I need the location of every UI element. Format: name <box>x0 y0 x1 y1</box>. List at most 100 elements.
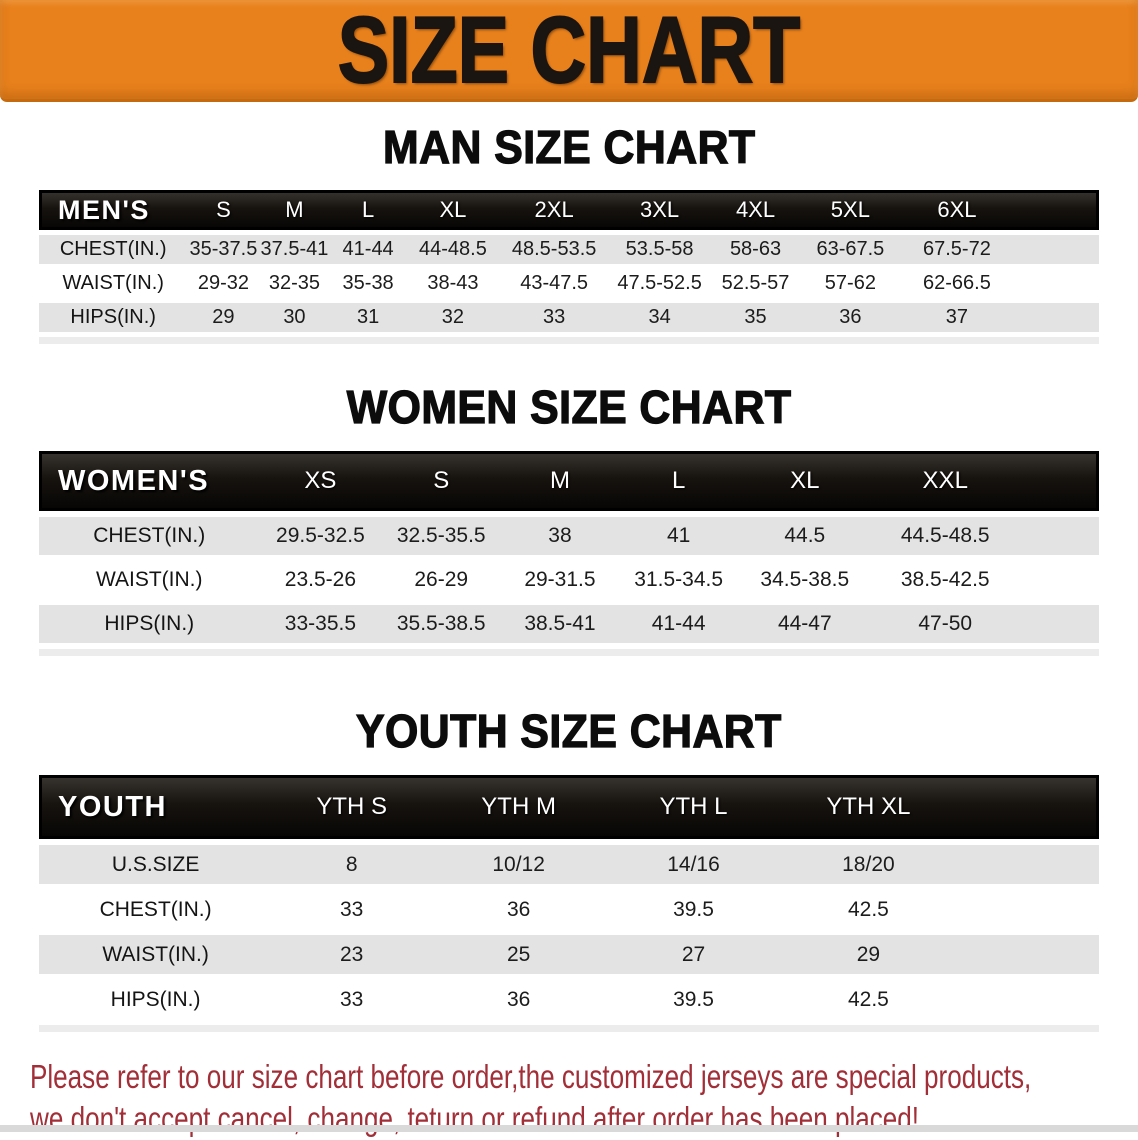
measurement-cell: 33-35.5 <box>284 612 357 635</box>
size-column-header: XL <box>406 190 500 230</box>
spacer-cell <box>956 980 1099 1019</box>
measurement-cell: 44.5 <box>784 524 826 547</box>
measurement-cell: 39.5 <box>673 987 714 1011</box>
size-column-header: YTH XL <box>780 775 956 839</box>
measurement-row: U.S.SIZE 8 10/12 14/16 18/20 <box>39 845 1099 884</box>
measurement-cell: 31.5-34.5 <box>634 568 724 591</box>
measurement-cell: 33 <box>340 987 364 1011</box>
measurement-cell: 35-38 <box>342 272 394 294</box>
measurement-cell: 41-44 <box>342 238 394 260</box>
row-label: HIPS(IN.) <box>70 306 156 328</box>
measurement-cell: 63-67.5 <box>816 238 885 260</box>
measurement-cell: 48.5-53.5 <box>511 238 597 260</box>
bottom-strip <box>0 1125 1138 1132</box>
measurement-cell: 29 <box>856 942 881 966</box>
banner: SIZE CHART <box>0 0 1138 102</box>
measurement-cell: 29.5-32.5 <box>276 524 365 547</box>
measurement-row: WAIST(IN.) 23.5-26 26-29 29-31.5 31.5-34.5 34… <box>39 561 1099 599</box>
measurement-cell: 44-48.5 <box>418 238 487 260</box>
measurement-cell: 42.5 <box>847 987 889 1011</box>
spacer-cell <box>1019 561 1099 599</box>
size-column-header: M <box>501 451 619 511</box>
size-column-header: 2XL <box>499 190 610 230</box>
spacer-cell <box>956 890 1099 929</box>
measurement-cell: 35.5-38.5 <box>396 612 486 635</box>
page-title: SIZE CHART <box>337 0 801 102</box>
size-column-header: 5XL <box>801 190 900 230</box>
spacer-cell <box>956 935 1099 974</box>
measurement-cell: 39.5 <box>673 897 714 921</box>
spacer-cell <box>956 845 1099 884</box>
measurement-cell: 35-37.5 <box>189 238 258 260</box>
spacer-cell <box>1014 303 1099 332</box>
women-size-chart-heading-text: WOMEN SIZE CHART <box>346 381 792 433</box>
group-label: YOUTH <box>39 775 273 839</box>
measurement-cell: 25 <box>506 942 531 966</box>
measurement-row: WAIST(IN.) 23 25 27 29 <box>39 935 1099 974</box>
measurement-cell: 34.5-38.5 <box>760 568 850 591</box>
women-size-chart-section: WOMEN SIZE CHART WOMEN'S XS S M L XL XXL CHEST(… <box>0 381 1138 656</box>
row-label: U.S.SIZE <box>111 852 200 876</box>
measurement-row: HIPS(IN.) 29 30 31 32 33 34 35 36 37 <box>39 303 1099 332</box>
size-column-header: YTH S <box>272 775 432 839</box>
measurement-cell: 44.5-48.5 <box>900 524 990 547</box>
measurement-cell: 43-47.5 <box>520 272 589 294</box>
row-label: HIPS(IN.) <box>110 987 201 1011</box>
youth-size-table: YOUTH YTH S YTH M YTH L YTH XL U.S.SIZE 8 10/12… <box>39 769 1099 1032</box>
group-label: MEN'S <box>39 190 188 230</box>
row-label: CHEST(IN.) <box>99 897 212 921</box>
measurement-cell: 31 <box>356 306 380 328</box>
measurement-cell: 53.5-58 <box>625 238 694 260</box>
measurement-cell: 30 <box>283 306 306 328</box>
man-size-chart-heading-text: MAN SIZE CHART <box>382 121 756 173</box>
size-column-header: S <box>187 190 260 230</box>
measurement-cell: 29 <box>212 306 235 328</box>
measurement-cell: 47-50 <box>918 612 973 635</box>
table-header-band: MEN'S S M L XL 2XL 3XL 4XL 5XL 6XL <box>39 190 1099 230</box>
measurement-cell: 42.5 <box>847 897 889 921</box>
group-label: WOMEN'S <box>39 451 260 511</box>
measurement-row: CHEST(IN.) 35-37.5 37.5-41 41-44 44-48.5 48.5… <box>39 235 1099 264</box>
disclaimer-line-1: Please refer to our size chart before or… <box>30 1058 1032 1095</box>
measurement-cell: 57-62 <box>824 272 876 294</box>
size-column-header: 6XL <box>899 190 1015 230</box>
row-label: CHEST(IN.) <box>93 524 206 547</box>
size-column-header: YTH M <box>431 775 607 839</box>
measurement-cell: 34 <box>648 306 671 328</box>
measurement-cell: 41 <box>666 524 691 547</box>
spacer-cell <box>1014 235 1099 264</box>
measurement-cell: 33 <box>543 306 566 328</box>
measurement-cell: 26-29 <box>414 568 469 591</box>
spacer-cell <box>1014 190 1099 230</box>
measurement-cell: 8 <box>345 852 358 876</box>
size-column-header: M <box>259 190 330 230</box>
measurement-cell: 27 <box>681 942 706 966</box>
measurement-cell: 37 <box>945 306 969 328</box>
size-column-header: 4XL <box>709 190 802 230</box>
spacer-cell <box>1019 517 1099 555</box>
size-column-header: L <box>329 190 407 230</box>
youth-size-chart-heading-text: YOUTH SIZE CHART <box>356 705 782 757</box>
size-column-header: S <box>381 451 502 511</box>
row-label: HIPS(IN.) <box>104 612 195 635</box>
table-header-band: YOUTH YTH S YTH M YTH L YTH XL <box>39 775 1099 839</box>
measurement-cell: 38.5-42.5 <box>900 568 990 591</box>
measurement-cell: 14/16 <box>667 852 720 876</box>
measurement-cell: 44-47 <box>777 612 832 635</box>
disclaimer: Please refer to our size chart before or… <box>30 1056 1138 1140</box>
measurement-cell: 41-44 <box>651 612 706 635</box>
row-label: CHEST(IN.) <box>59 238 167 260</box>
row-label: WAIST(IN.) <box>95 568 203 591</box>
measurement-cell: 29-31.5 <box>524 568 596 591</box>
youth-size-chart-section: YOUTH SIZE CHART YOUTH YTH S YTH M YTH L YTH… <box>0 705 1138 1032</box>
measurement-cell: 32-35 <box>268 272 321 294</box>
women-size-chart-heading: WOMEN SIZE CHART <box>0 381 1138 433</box>
size-column-header: L <box>618 451 739 511</box>
size-column-header: YTH L <box>606 775 781 839</box>
measurement-cell: 18/20 <box>842 852 895 876</box>
measurement-cell: 58-63 <box>729 238 782 260</box>
measurement-cell: 36 <box>506 897 531 921</box>
measurement-cell: 36 <box>506 987 531 1011</box>
measurement-row: HIPS(IN.) 33 36 39.5 42.5 <box>39 980 1099 1019</box>
